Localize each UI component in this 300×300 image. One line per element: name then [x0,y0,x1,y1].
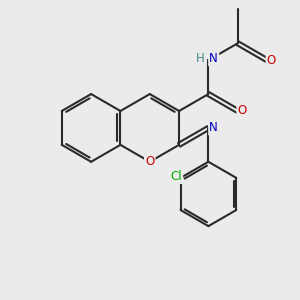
Text: Cl: Cl [170,170,182,183]
Text: N: N [209,52,218,65]
Text: N: N [209,122,218,134]
Text: H: H [196,52,205,65]
Text: O: O [145,155,154,168]
Text: O: O [238,104,247,118]
Text: O: O [267,54,276,67]
